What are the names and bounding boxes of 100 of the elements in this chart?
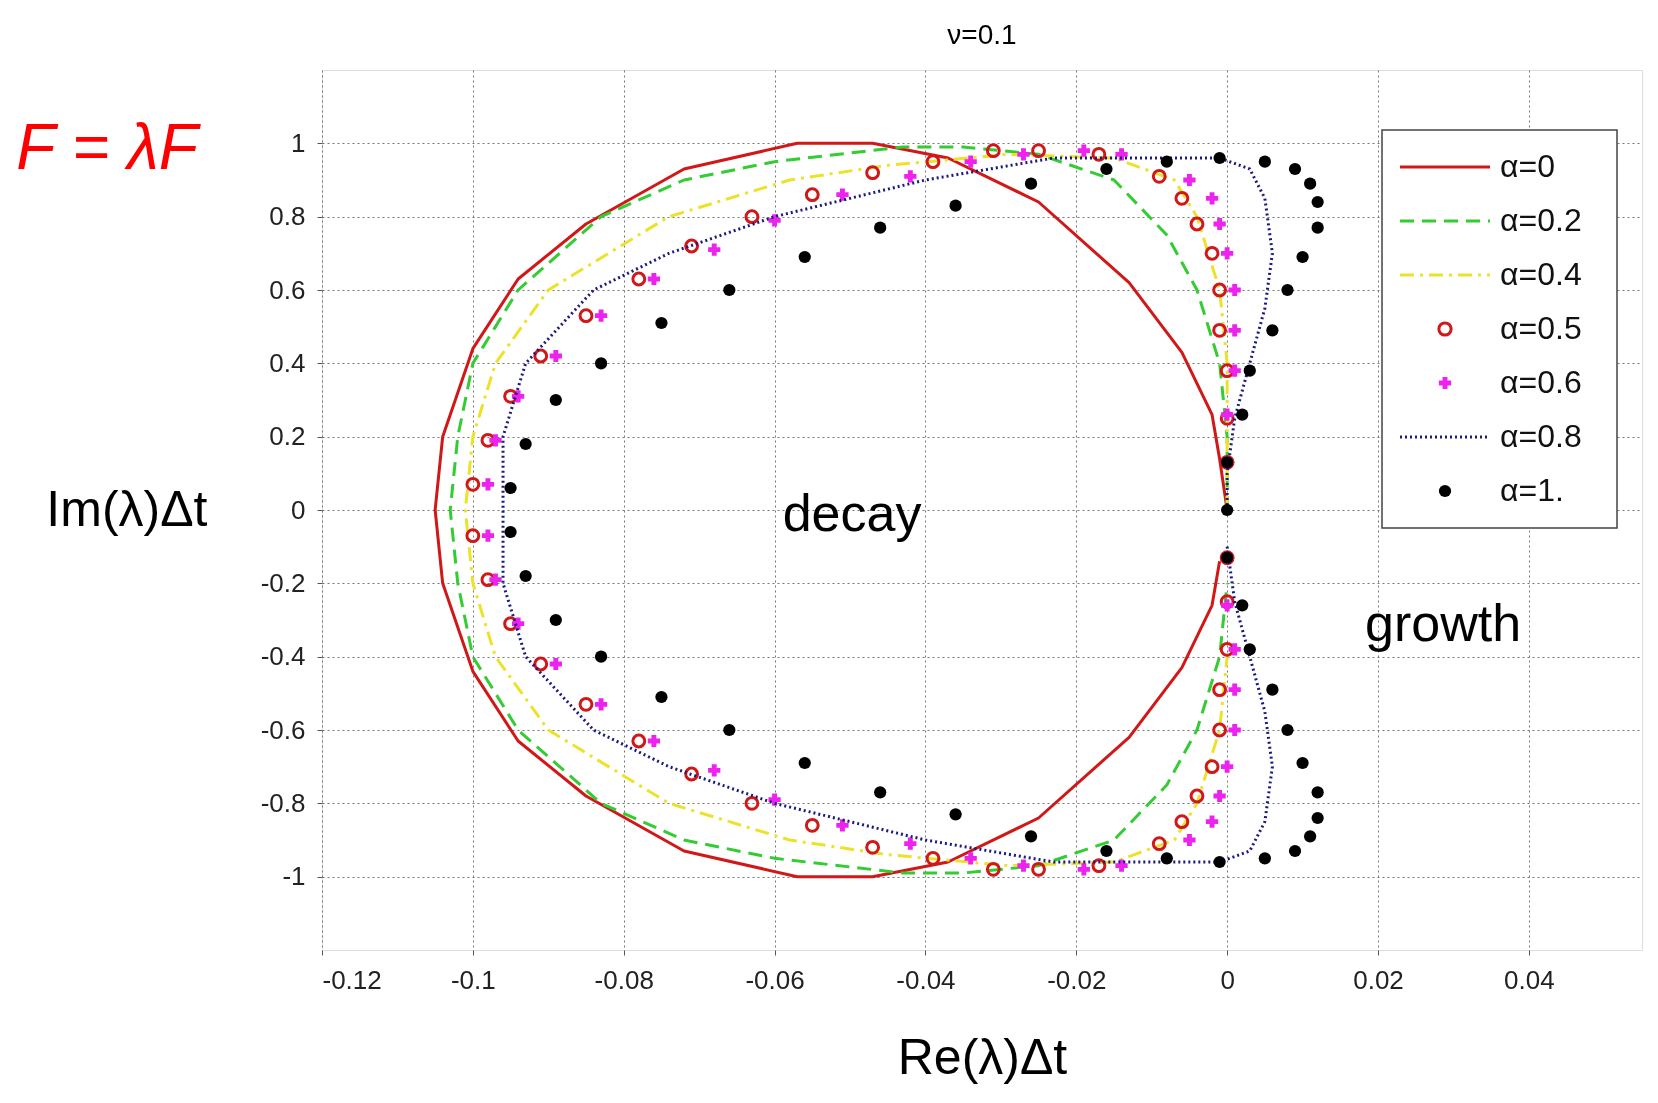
x-tick-label: 0.02 xyxy=(1353,964,1404,995)
point xyxy=(1243,364,1256,377)
point xyxy=(1212,282,1228,298)
point xyxy=(1296,756,1309,770)
point xyxy=(874,786,887,799)
point xyxy=(1303,830,1317,843)
point xyxy=(964,852,977,865)
point xyxy=(1221,503,1234,517)
point xyxy=(1183,833,1196,847)
point xyxy=(1213,217,1226,231)
legend-label: α=1. xyxy=(1500,472,1564,508)
point xyxy=(708,764,721,777)
point xyxy=(865,839,881,855)
point xyxy=(1288,844,1302,858)
point xyxy=(925,154,941,170)
point xyxy=(964,155,977,168)
chart-title: ν=0.1 xyxy=(947,19,1017,50)
x-tick-label: 0.04 xyxy=(1504,964,1555,995)
point xyxy=(1219,410,1235,426)
point xyxy=(949,199,962,212)
point xyxy=(533,656,549,672)
point xyxy=(1100,844,1113,858)
point xyxy=(1228,364,1241,377)
y-tick-label: 0 xyxy=(291,494,306,525)
y-tick-label: -0.8 xyxy=(260,787,306,818)
point xyxy=(578,696,594,712)
y-tick-label: 0.2 xyxy=(269,421,306,452)
point xyxy=(1228,643,1241,656)
point xyxy=(708,243,721,256)
point xyxy=(723,283,736,297)
point xyxy=(647,734,661,748)
point xyxy=(1031,861,1046,877)
point xyxy=(1228,723,1241,737)
y-tick-label: 0.4 xyxy=(269,347,306,378)
point xyxy=(549,393,562,407)
point xyxy=(594,698,608,711)
point xyxy=(1189,216,1205,232)
point xyxy=(925,850,941,866)
y-tick-label: -0.4 xyxy=(260,641,306,672)
point xyxy=(1100,162,1113,176)
legend-label: α=0 xyxy=(1500,148,1555,184)
point xyxy=(1024,177,1038,190)
point xyxy=(1266,324,1279,337)
point xyxy=(1219,363,1235,379)
x-tick-label: -0.06 xyxy=(745,964,805,995)
point xyxy=(1303,177,1317,190)
point xyxy=(655,316,668,330)
point xyxy=(481,478,495,491)
point xyxy=(1258,155,1271,168)
point xyxy=(1219,641,1235,657)
legend-label: α=0.8 xyxy=(1500,418,1582,454)
point xyxy=(904,170,917,183)
point xyxy=(1212,682,1228,698)
point xyxy=(1205,192,1219,205)
point xyxy=(1281,283,1294,297)
point xyxy=(647,272,661,286)
point xyxy=(1311,811,1324,825)
point xyxy=(480,572,496,588)
point xyxy=(578,308,594,324)
point xyxy=(1204,245,1220,261)
point xyxy=(1204,759,1220,775)
point xyxy=(1183,173,1196,187)
point xyxy=(1228,683,1241,696)
point xyxy=(1243,643,1256,656)
y-tick-label: 1 xyxy=(291,127,306,158)
point xyxy=(631,271,647,287)
point xyxy=(549,613,562,627)
y-tick-label: 0.8 xyxy=(269,201,306,232)
legend-label: α=0.2 xyxy=(1500,202,1582,238)
point xyxy=(655,690,668,704)
point xyxy=(1213,151,1226,165)
y-tick-label: -1 xyxy=(282,861,306,892)
point xyxy=(631,733,647,749)
point xyxy=(1266,683,1279,696)
point xyxy=(1228,324,1241,337)
annotation: decay xyxy=(782,484,922,542)
point xyxy=(1151,168,1167,184)
point xyxy=(1115,859,1128,872)
point xyxy=(744,209,760,225)
text: F = λF xyxy=(16,111,202,183)
point xyxy=(874,221,887,234)
point xyxy=(804,187,820,203)
y-tick-label: -0.6 xyxy=(260,714,306,745)
point xyxy=(594,357,608,370)
point xyxy=(1024,830,1038,843)
point xyxy=(1151,836,1167,852)
point xyxy=(1077,144,1090,157)
point xyxy=(904,837,917,850)
point xyxy=(684,766,700,782)
point xyxy=(1311,221,1324,234)
y-tick-label: 0.6 xyxy=(269,274,306,305)
point xyxy=(836,188,849,201)
point xyxy=(549,349,562,363)
x-tick-label: -0.08 xyxy=(594,964,654,995)
point xyxy=(1219,594,1235,610)
point xyxy=(1236,408,1249,421)
point xyxy=(985,861,1001,877)
point xyxy=(594,650,608,663)
point xyxy=(489,434,502,447)
point xyxy=(1221,599,1234,612)
